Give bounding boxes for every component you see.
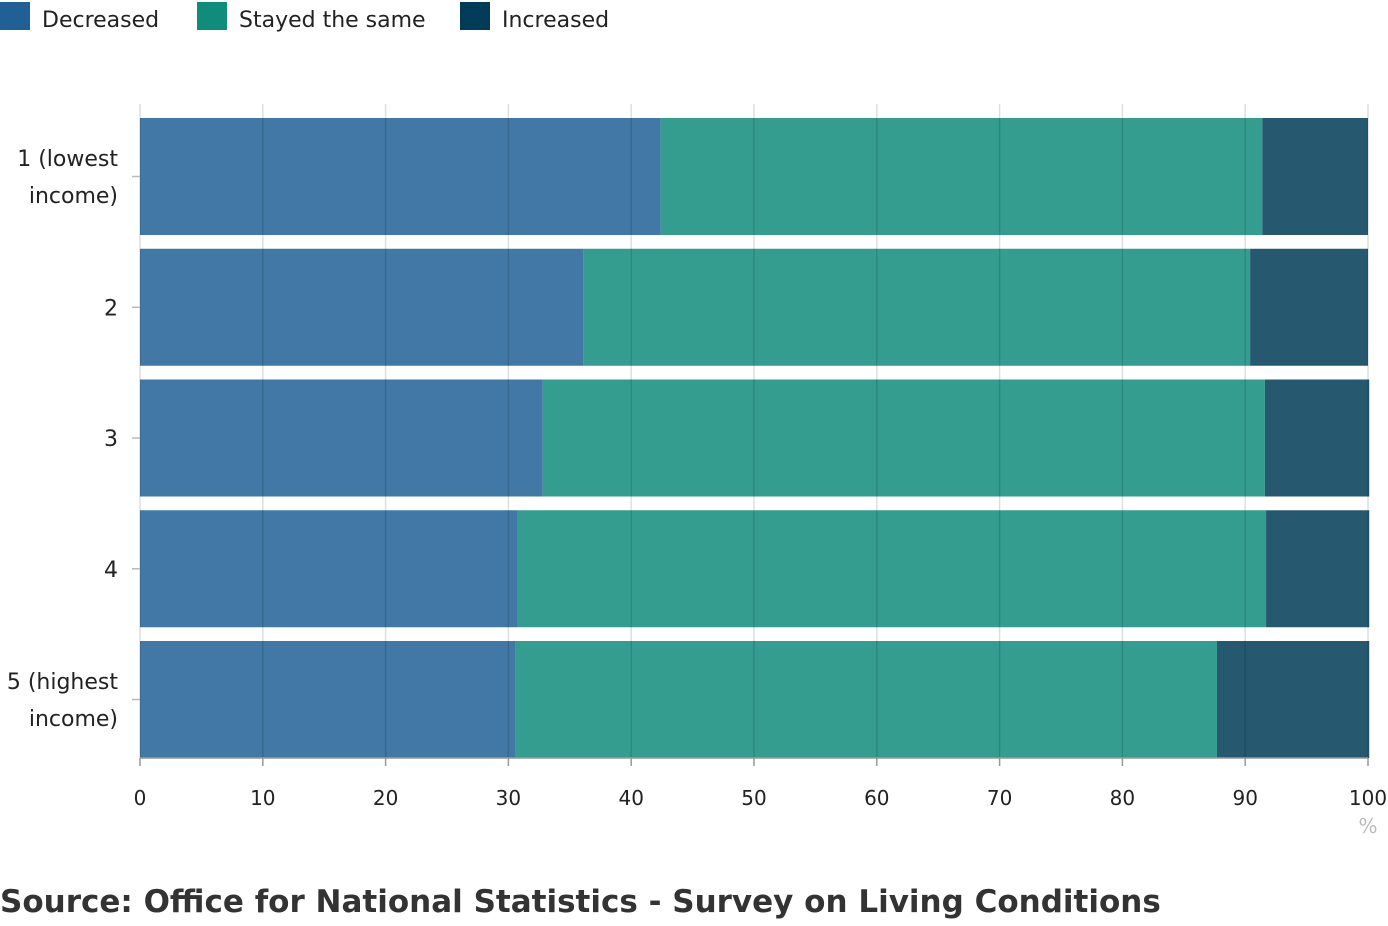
y-axis: 1 (lowest income) 2 3 4 5 (highest income) xyxy=(7,147,140,732)
legend-swatch xyxy=(0,2,30,30)
category-label-line: 1 (lowest xyxy=(17,147,118,172)
bar-segment xyxy=(515,641,1217,758)
x-tick-label: 70 xyxy=(987,786,1012,810)
category-label-line: 3 xyxy=(104,427,118,452)
bar-segment xyxy=(1250,248,1368,366)
bar-segment xyxy=(1264,379,1370,497)
category-label-line: income) xyxy=(29,707,118,732)
category-label: 1 (lowest income) xyxy=(17,147,118,209)
x-tick-label: 60 xyxy=(864,786,889,810)
bar-segment xyxy=(542,379,1265,497)
x-axis-unit: % xyxy=(1358,814,1377,838)
bar-segment xyxy=(1216,641,1370,758)
x-tick-label: 10 xyxy=(250,786,275,810)
legend-swatch xyxy=(460,2,490,30)
bar-segment xyxy=(660,118,1263,235)
category-label: 2 xyxy=(104,296,118,321)
bar-segment xyxy=(516,510,1267,628)
x-tick-label: 90 xyxy=(1232,786,1257,810)
x-tick-label: 50 xyxy=(741,786,766,810)
category-label-line: income) xyxy=(29,184,118,209)
x-tick-label: 80 xyxy=(1110,786,1135,810)
x-axis: 0 10 20 30 40 50 60 70 80 90 100% xyxy=(134,757,1387,838)
bars xyxy=(140,118,1370,758)
category-label: 5 (highest income) xyxy=(7,670,119,732)
category-label-line: 5 (highest xyxy=(7,670,119,695)
category-label: 4 xyxy=(104,558,118,583)
legend-label: Increased xyxy=(502,8,609,33)
category-label: 3 xyxy=(104,427,118,452)
gridlines xyxy=(139,104,1369,758)
bar-segment xyxy=(140,248,584,366)
x-tick-label: 20 xyxy=(373,786,398,810)
legend-label: Stayed the same xyxy=(239,8,426,33)
x-tick-label: 0 xyxy=(134,786,147,810)
legend: Decreased Stayed the same Increased xyxy=(0,2,609,33)
bar-segment xyxy=(1266,510,1370,628)
x-tick-label: 100 xyxy=(1349,786,1387,810)
bar-segment xyxy=(140,379,543,497)
bar-segment xyxy=(140,510,517,628)
source-note: Source: Office for National Statistics -… xyxy=(0,884,1161,920)
category-label-line: 2 xyxy=(104,296,118,321)
x-tick-label: 30 xyxy=(496,786,521,810)
bar-segment xyxy=(140,641,516,758)
bar-segment xyxy=(140,118,661,235)
category-label-line: 4 xyxy=(104,558,118,583)
x-tick-label: 40 xyxy=(618,786,643,810)
legend-label: Decreased xyxy=(42,8,159,33)
bar-segment xyxy=(583,248,1251,366)
bar-segment xyxy=(1262,118,1368,235)
legend-swatch xyxy=(197,2,227,30)
